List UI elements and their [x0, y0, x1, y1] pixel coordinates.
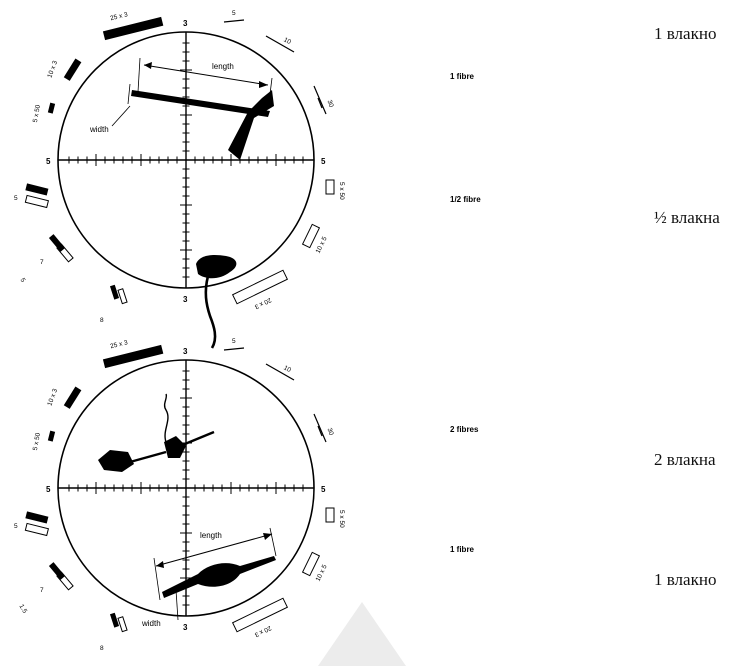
bottom-scale-30: 30	[326, 427, 335, 437]
top-axis-label-top: 3	[183, 19, 188, 28]
bottom-scale-10: 10	[282, 364, 292, 374]
bottom-fibre-knot	[164, 436, 186, 458]
top-axis-label-left: 5	[46, 157, 51, 166]
top-scale-r20x3: 20 x 3	[253, 296, 272, 310]
top-half-fibre-blob	[196, 254, 237, 279]
middle-label-2-fibres: 2 fibres	[450, 425, 479, 434]
bottom-scale-25x3: 25 x 3	[110, 339, 129, 350]
top-axis-ticks	[68, 42, 304, 278]
top-axis-label-bottom: 3	[183, 295, 188, 304]
top-scale-r5x50: 5 x 50	[338, 182, 345, 200]
top-graticule: 3 3 5 5 length width 25 x 3 10 x 3 5 x 5…	[14, 10, 345, 349]
bottom-graticule: 3 3 5 5 length width 25 x 3 10 x 3 5 x 5…	[14, 338, 345, 652]
bottom-scale-r20x3: 20 x 3	[253, 624, 272, 638]
russian-label-1-fibre-bottom: 1 влакно	[654, 570, 717, 589]
top-scale-l7: 7	[40, 259, 44, 266]
middle-label-1-fibre-bottom: 1 fibre	[450, 545, 475, 554]
top-scale-l5: 5	[14, 195, 18, 202]
russian-label-2-fibres: 2 влакна	[654, 450, 716, 469]
russian-label-1-fibre-top: 1 влакно	[654, 24, 717, 43]
watermark-triangle	[318, 602, 406, 666]
top-half-fibre-tail	[204, 275, 217, 349]
top-scale-10x3: 10 x 3	[46, 59, 59, 78]
top-scale-l8: 8	[100, 317, 104, 324]
bottom-scale-l8: 8	[100, 645, 104, 652]
bottom-scale-l5b: 1.5	[18, 603, 29, 615]
bottom-scale-r5x50: 5 x 50	[338, 510, 345, 528]
bottom-scale-5x50: 5 x 50	[32, 432, 42, 451]
top-scale-5: 5	[232, 10, 236, 17]
bottom-fibre-hexagon	[98, 450, 134, 472]
bottom-scale-10x3: 10 x 3	[46, 387, 59, 406]
top-scale-r10x5: 10 x 5	[315, 235, 329, 254]
bottom-length-label: length	[200, 531, 222, 540]
top-length-label: length	[212, 62, 234, 71]
russian-label-half-fibre: ½ влакна	[654, 208, 720, 227]
top-scale-30: 30	[326, 99, 335, 109]
bottom-fibre-body	[162, 556, 276, 598]
top-fibre-blob	[228, 90, 274, 160]
bottom-scale-l5: 5	[14, 523, 18, 530]
middle-label-1-fibre-top: 1 fibre	[450, 72, 475, 81]
bottom-axis-label-left: 5	[46, 485, 51, 494]
middle-label-half-fibre: 1/2 fibre	[450, 195, 481, 204]
bottom-scale-r10x5: 10 x 5	[315, 563, 329, 582]
top-width-label: width	[89, 125, 109, 134]
top-scale-l5b: 5	[19, 277, 27, 284]
top-scale-5x50: 5 x 50	[32, 104, 42, 123]
bottom-width-label: width	[141, 619, 161, 628]
bottom-axis-label-bottom: 3	[183, 623, 188, 632]
bottom-axis-label-right: 5	[321, 485, 326, 494]
top-fibre-bar	[131, 90, 270, 117]
bottom-scale-l7: 7	[40, 587, 44, 594]
bottom-scale-5: 5	[232, 338, 236, 345]
bottom-axis-label-top: 3	[183, 347, 188, 356]
top-scale-10: 10	[282, 36, 292, 46]
top-scale-25x3: 25 x 3	[110, 11, 129, 22]
top-axis-label-right: 5	[321, 157, 326, 166]
